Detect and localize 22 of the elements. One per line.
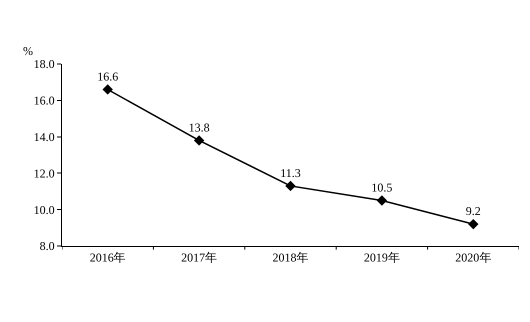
data-label: 13.8	[188, 120, 210, 134]
y-tick-label: 14.0	[34, 130, 55, 144]
x-tick-label: 2018年	[272, 250, 308, 264]
x-tick-label: 2016年	[90, 250, 126, 264]
y-tick-label: 18.0	[34, 57, 55, 72]
y-tick-label: 16.0	[34, 94, 55, 108]
data-label: 11.3	[280, 166, 301, 180]
x-tick-label: 2020年	[455, 250, 492, 264]
y-tick-label: 8.0	[40, 239, 55, 254]
x-tick-label: 2019年	[364, 250, 400, 264]
y-axis-title: %	[23, 44, 33, 58]
y-tick-label: 12.0	[34, 166, 55, 180]
y-tick-label: 10.0	[34, 202, 55, 217]
point	[194, 135, 204, 146]
point	[468, 218, 478, 230]
data-label: 16.6	[97, 69, 118, 84]
data-label: 10.5	[371, 180, 392, 194]
point	[102, 84, 113, 95]
data-label: 9.2	[466, 204, 481, 218]
x-tick-label: 2017年	[181, 250, 218, 264]
point	[285, 180, 296, 192]
point	[376, 195, 388, 206]
